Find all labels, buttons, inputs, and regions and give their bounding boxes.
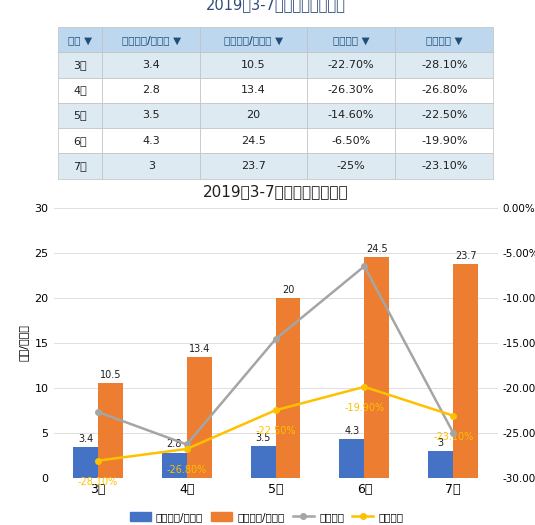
Text: 20: 20 <box>282 285 294 295</box>
累计增长 <box>184 446 190 452</box>
Bar <box>364 257 389 478</box>
Bar <box>187 357 211 478</box>
Bar <box>429 451 453 478</box>
累计增长 <box>450 413 456 419</box>
Text: -19.90%: -19.90% <box>345 403 385 413</box>
Bar <box>98 383 123 478</box>
Bar <box>251 446 276 478</box>
Bar <box>276 298 300 478</box>
Bar <box>340 439 364 478</box>
Text: 10.5: 10.5 <box>100 370 121 380</box>
累计增长 <box>361 384 368 390</box>
Text: 24.5: 24.5 <box>366 244 387 254</box>
Text: -23.10%: -23.10% <box>433 432 473 442</box>
Line: 当月增长: 当月增长 <box>95 264 456 447</box>
Bar <box>73 447 98 478</box>
Text: 23.7: 23.7 <box>455 251 476 261</box>
Line: 累计增长: 累计增长 <box>95 384 456 464</box>
Bar <box>453 265 478 478</box>
Text: 2.8: 2.8 <box>166 439 182 449</box>
Y-axis label: 单位/万千升: 单位/万千升 <box>19 324 29 361</box>
Legend: 当月产量/万千升, 累计产量/万千升, 当月增长, 累计增长: 当月产量/万千升, 累计产量/万千升, 当月增长, 累计增长 <box>126 508 408 525</box>
Text: 4.3: 4.3 <box>345 426 360 436</box>
当月增长 <box>450 429 456 436</box>
累计增长 <box>95 457 101 464</box>
Title: 2019年3-7月葡萄酒产量情况: 2019年3-7月葡萄酒产量情况 <box>203 185 348 200</box>
Title: 2019年3-7月葡萄酒产量情况: 2019年3-7月葡萄酒产量情况 <box>205 0 346 12</box>
当月增长 <box>272 336 279 342</box>
当月增长 <box>184 442 190 448</box>
Text: -28.10%: -28.10% <box>78 477 118 487</box>
Text: 13.4: 13.4 <box>188 344 210 354</box>
累计增长 <box>272 407 279 413</box>
Text: 3: 3 <box>438 438 444 448</box>
Text: 3.4: 3.4 <box>78 434 93 444</box>
Text: 3.5: 3.5 <box>255 433 271 443</box>
Bar <box>162 453 187 478</box>
当月增长 <box>361 263 368 269</box>
Text: -22.50%: -22.50% <box>255 426 296 436</box>
Text: -26.80%: -26.80% <box>166 465 207 475</box>
当月增长 <box>95 409 101 415</box>
